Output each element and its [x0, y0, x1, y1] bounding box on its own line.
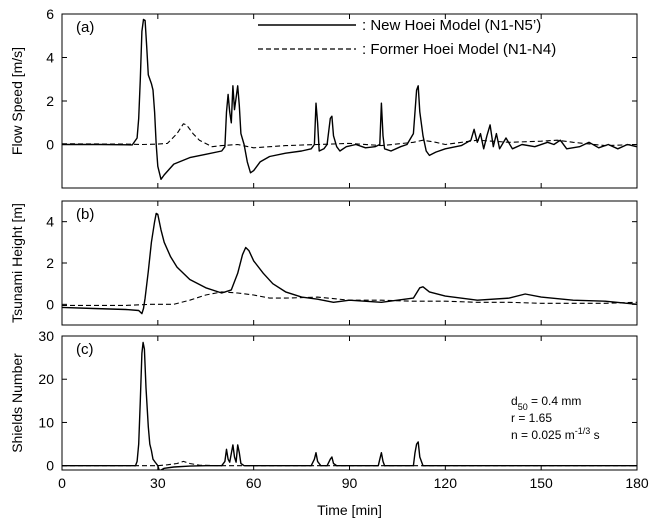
series-line-solid — [62, 212, 637, 315]
annotation-text: n = 0.025 m-1/3 s — [511, 426, 600, 442]
x-tick-label: 90 — [342, 475, 358, 491]
x-tick-label: 60 — [246, 475, 262, 491]
panel-2: 0 2 4 Tsunami Height [m] (b) — [9, 200, 638, 326]
x-tick-label: 180 — [625, 475, 649, 491]
series-line-dashed — [62, 460, 637, 467]
panel-tag: (a) — [76, 19, 94, 36]
legend-label: : New Hoei Model (N1-N5’) — [362, 17, 541, 34]
y-axis-label: Shields Number — [9, 353, 25, 453]
y-tick-label: 0 — [46, 296, 54, 312]
panel-frame — [61, 200, 638, 326]
panel-1: 0 2 4 6 Flow Speed [m/s] (a) — [9, 6, 638, 189]
y-axis-label: Tsunami Height [m] — [9, 203, 25, 323]
panel-3: 0 10 20 30 Shields Number (c) d50 = 0.4 mmr = … — [9, 328, 638, 474]
y-tick-label: 2 — [46, 255, 54, 271]
panel-tag: (c) — [76, 341, 94, 358]
y-tick-label: 0 — [46, 137, 54, 153]
y-tick-label: 4 — [46, 214, 54, 230]
y-tick-label: 10 — [38, 414, 54, 430]
y-tick-label: 2 — [46, 93, 54, 109]
x-tick-label: 150 — [529, 475, 553, 491]
annotation-text: d50 = 0.4 mm — [511, 394, 581, 412]
x-tick-label: 0 — [58, 475, 66, 491]
y-tick-label: 20 — [38, 371, 54, 387]
series-line-dashed — [62, 291, 637, 306]
y-tick-label: 4 — [46, 50, 54, 66]
y-tick-label: 6 — [46, 6, 54, 22]
series-line-solid — [62, 341, 637, 470]
legend-label: : Former Hoei Model (N1-N4) — [362, 41, 556, 58]
x-axis-label: Time [min] — [317, 502, 382, 518]
panel-tag: (b) — [76, 206, 94, 223]
y-tick-label: 30 — [38, 328, 54, 344]
x-tick-label: 120 — [434, 475, 458, 491]
y-axis-label: Flow Speed [m/s] — [9, 47, 25, 155]
annotation-text: r = 1.65 — [511, 411, 552, 425]
series-line-solid — [62, 18, 637, 180]
x-tick-label: 30 — [150, 475, 166, 491]
legend: : New Hoei Model (N1-N5’) : Former Hoei M… — [258, 17, 556, 58]
y-tick-label: 0 — [46, 458, 54, 474]
series-line-dashed — [62, 123, 637, 149]
